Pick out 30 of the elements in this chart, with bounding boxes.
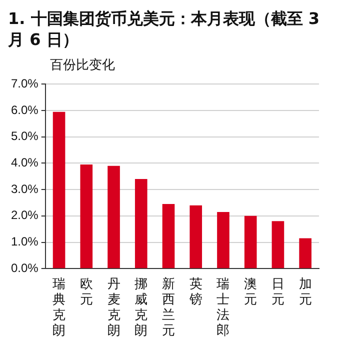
bar (299, 238, 312, 268)
x-tick-label: 瑞典克朗 (52, 276, 66, 339)
x-tick-label: 丹麦克朗 (107, 276, 120, 339)
bar (80, 164, 93, 268)
x-tick-label: 澳元 (244, 276, 258, 308)
y-tick-label: 4.0% (10, 156, 39, 170)
y-tick-label: 6.0% (10, 102, 39, 117)
bar (52, 112, 66, 268)
bar (134, 179, 148, 268)
bar (162, 204, 175, 268)
bar (190, 205, 202, 268)
y-axis-title: 百份比变化 (50, 57, 116, 74)
y-tick-label: 0.0% (10, 260, 39, 275)
x-tick-label: 日元 (271, 276, 284, 308)
bar (244, 216, 257, 268)
x-tick-label: 英镑 (188, 276, 202, 308)
x-tick-label: 加元 (298, 276, 312, 308)
y-tick-label: 7.0% (10, 76, 39, 91)
bar (217, 212, 230, 268)
y-tick-label: 2.0% (10, 208, 39, 222)
bar (108, 166, 120, 268)
y-tick-label: 3.0% (10, 182, 39, 196)
x-tick-label: 新西兰元 (162, 276, 175, 339)
y-tick-label: 5.0% (10, 129, 39, 144)
x-tick-label: 欧元 (80, 276, 93, 308)
x-tick-label: 瑞士法郎 (216, 276, 230, 339)
chart-title: 1. 十国集团货币兑美元：本月表现（截至 3 月 6 日） (8, 8, 320, 50)
y-tick-label: 1.0% (10, 234, 39, 249)
bar (272, 221, 284, 268)
x-tick-label: 挪威克朗 (134, 276, 148, 339)
